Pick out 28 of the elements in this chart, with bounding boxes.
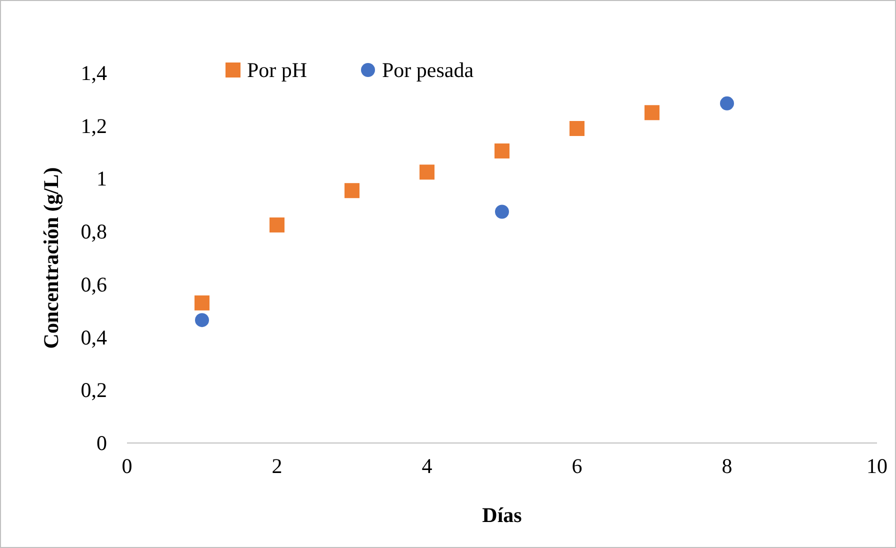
x-tick-label: 6 — [572, 454, 582, 478]
point — [344, 183, 360, 198]
point — [195, 313, 209, 328]
x-axis-title: Días — [482, 503, 522, 527]
y-tick-label: 0,4 — [80, 325, 108, 350]
x-tick-label: 10 — [866, 454, 888, 478]
point — [420, 164, 434, 180]
point — [494, 143, 510, 158]
y-tick-label: 0,8 — [80, 220, 107, 244]
x-tick-label: 2 — [272, 454, 282, 478]
y-tick-label: 1 — [96, 166, 107, 191]
legend-label: Por pH — [247, 58, 308, 82]
x-tick-label: 0 — [122, 454, 132, 478]
y-tick-label: 1,4 — [80, 61, 108, 85]
y-tick-label: 0,6 — [80, 272, 107, 296]
point — [720, 96, 734, 110]
y-tick-label: 0,2 — [80, 378, 107, 402]
legend-label: Por pesada — [382, 58, 474, 82]
point — [194, 295, 210, 310]
y-axis-title: Concentración (g/L) — [39, 167, 63, 349]
y-tick-label: 0 — [96, 431, 107, 455]
point — [644, 105, 660, 120]
x-tick-label: 8 — [722, 454, 732, 478]
x-tick-label: 4 — [422, 454, 433, 478]
point — [270, 217, 284, 232]
point — [570, 121, 584, 136]
point — [495, 204, 509, 219]
y-tick-label: 1,2 — [80, 114, 107, 138]
